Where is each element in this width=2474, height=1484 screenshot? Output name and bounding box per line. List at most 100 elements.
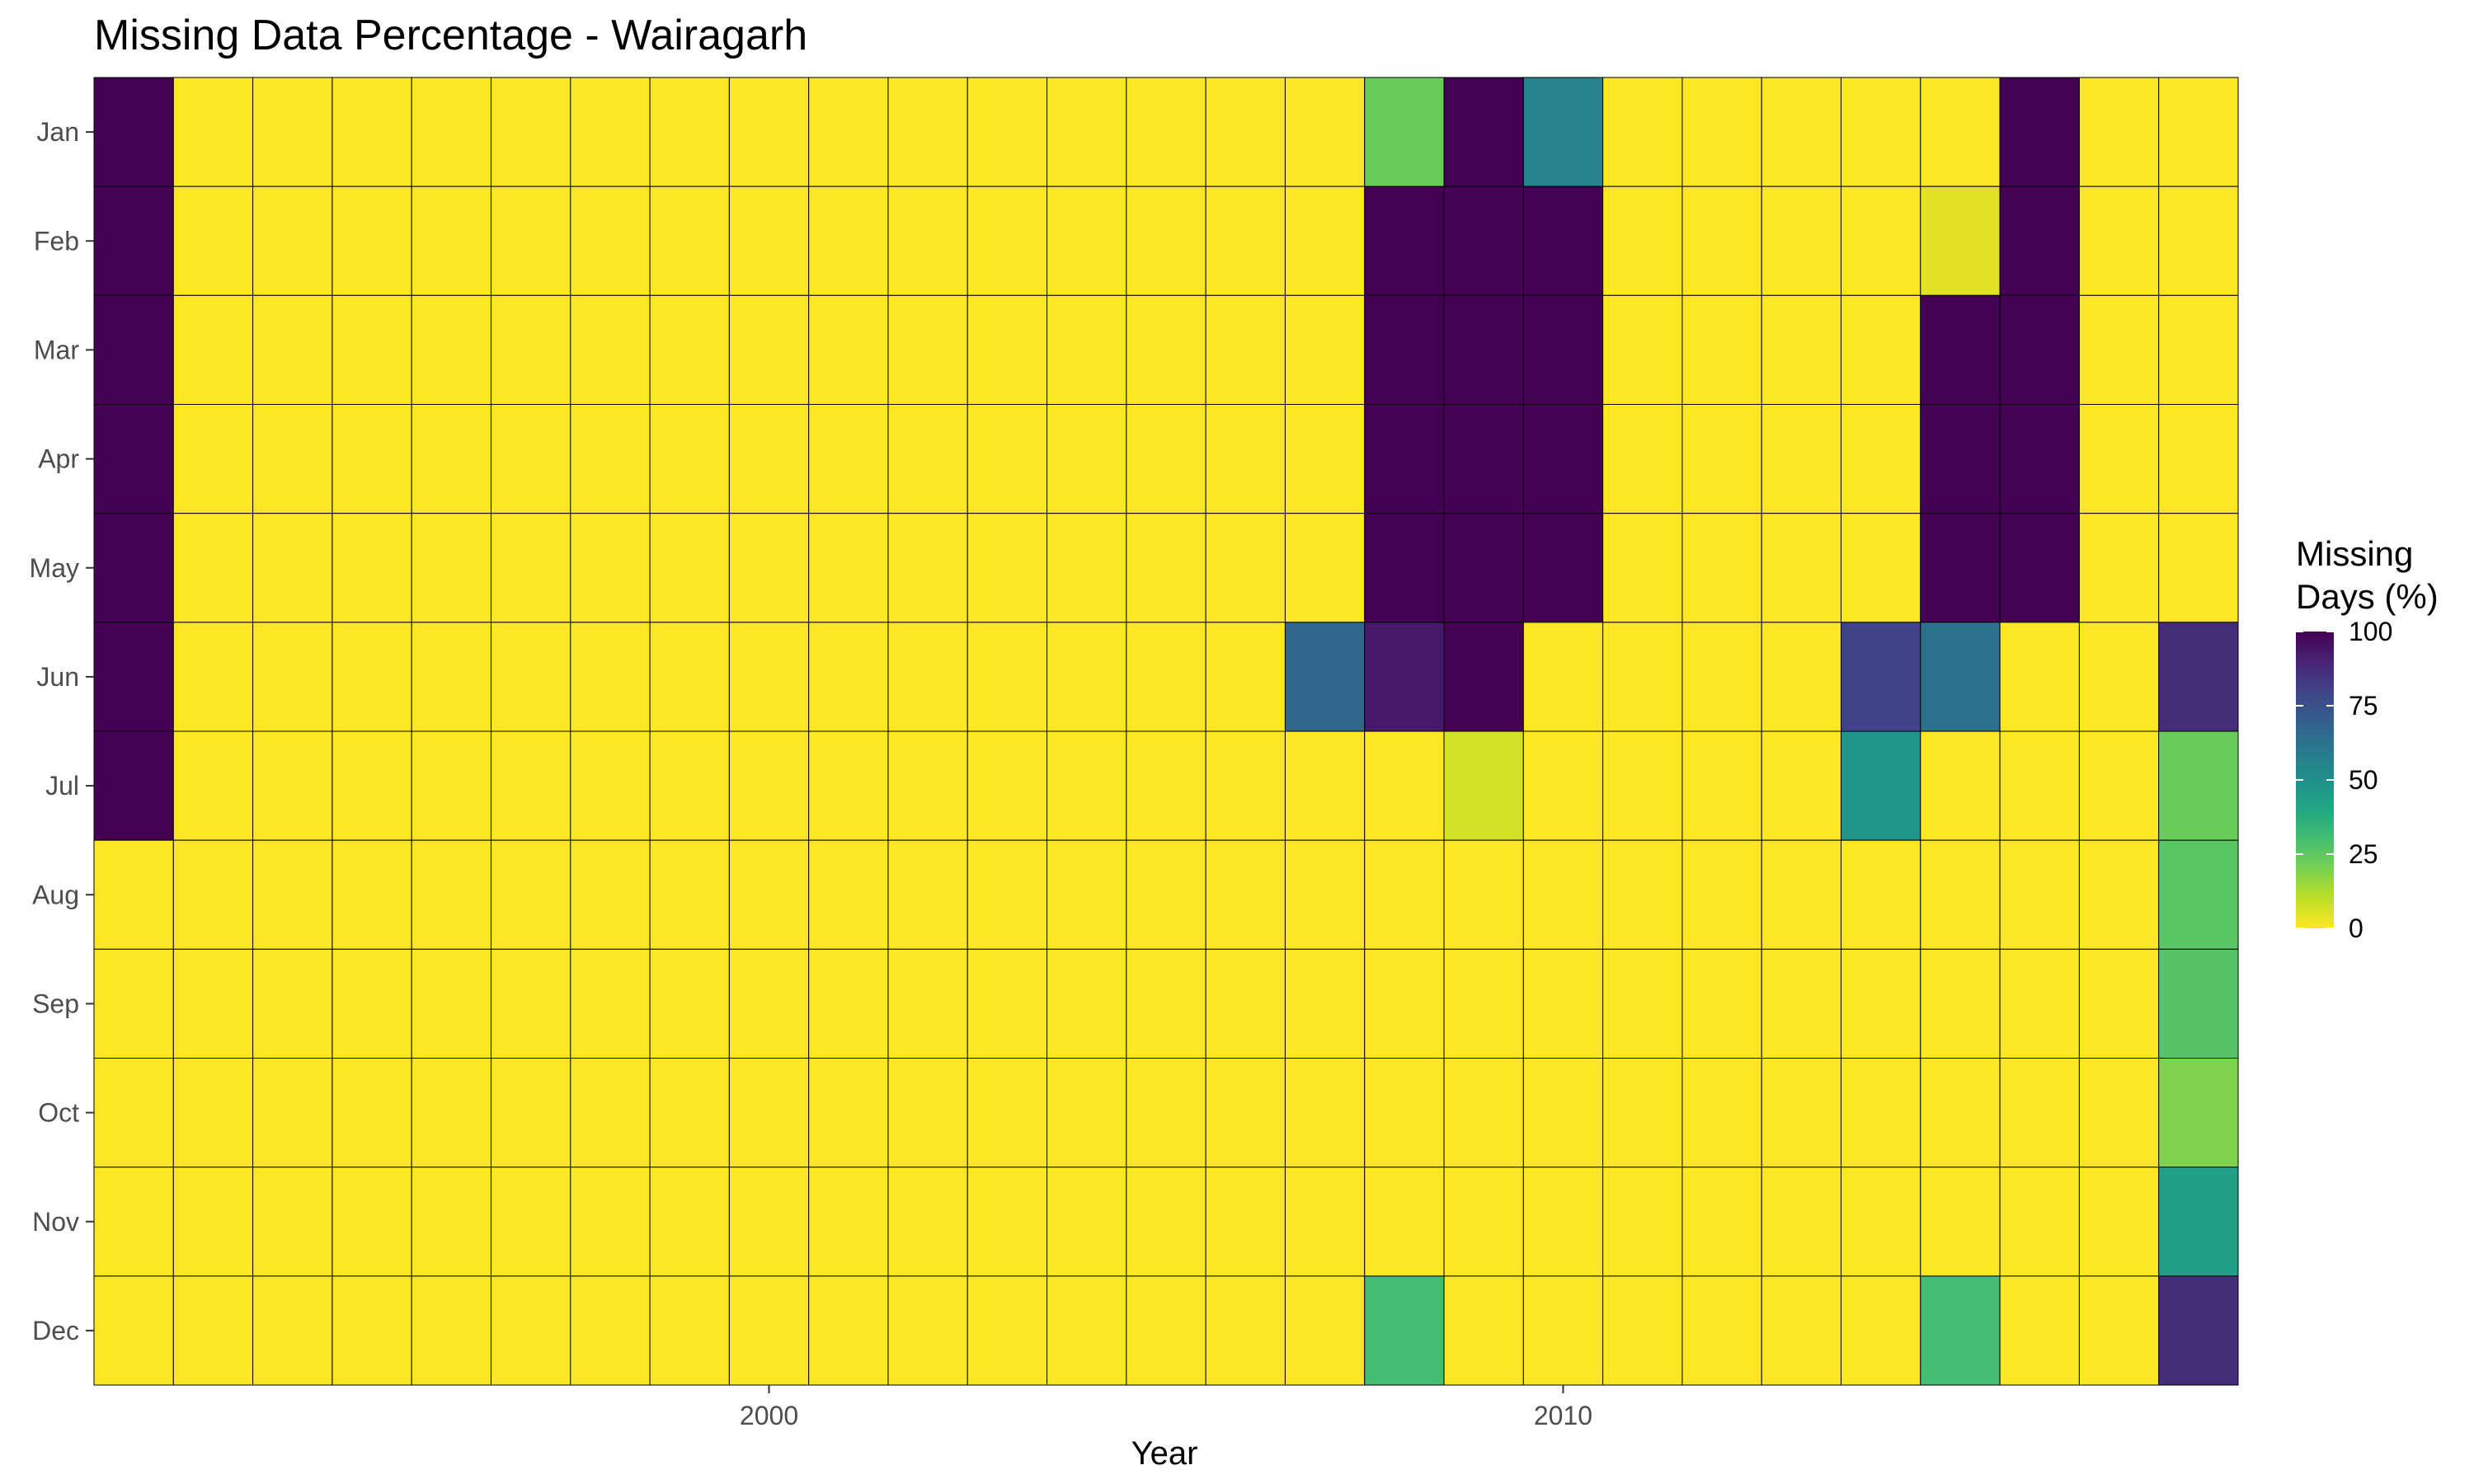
heatmap-cell bbox=[1205, 622, 1286, 732]
heatmap-cell bbox=[93, 1167, 174, 1277]
heatmap-cell bbox=[967, 294, 1048, 405]
heatmap-cell bbox=[1920, 1167, 2001, 1277]
heatmap-cell bbox=[887, 186, 968, 296]
heatmap-cell bbox=[1681, 513, 1762, 623]
heatmap-cell bbox=[649, 622, 730, 732]
heatmap-cell bbox=[252, 948, 333, 1059]
heatmap-cell bbox=[1999, 404, 2080, 514]
heatmap-cell bbox=[1205, 948, 1286, 1059]
heatmap-cell bbox=[1522, 513, 1604, 623]
heatmap-cell bbox=[570, 1058, 651, 1168]
heatmap-cell bbox=[1047, 730, 1127, 841]
heatmap-cell bbox=[2158, 513, 2239, 623]
heatmap-cell bbox=[93, 404, 174, 514]
heatmap-cell bbox=[1522, 77, 1604, 187]
chart-title: Missing Data Percentage - Wairagarh bbox=[94, 12, 807, 59]
heatmap-cell bbox=[1126, 77, 1206, 187]
heatmap-cell bbox=[967, 948, 1048, 1059]
heatmap-cell bbox=[1761, 622, 1842, 732]
heatmap-cell bbox=[1364, 622, 1445, 732]
heatmap-cell bbox=[1047, 186, 1127, 296]
heatmap-cell bbox=[490, 513, 571, 623]
heatmap-cell bbox=[728, 186, 810, 296]
heatmap-cell bbox=[1920, 77, 2001, 187]
heatmap-cell bbox=[2158, 622, 2239, 732]
heatmap-cell bbox=[1205, 513, 1286, 623]
heatmap-cell bbox=[649, 730, 730, 841]
heatmap-cell bbox=[1126, 186, 1206, 296]
heatmap-cell bbox=[1047, 513, 1127, 623]
heatmap-cell bbox=[967, 1058, 1048, 1168]
heatmap-cell bbox=[411, 513, 492, 623]
heatmap-cell bbox=[1999, 1058, 2080, 1168]
heatmap-cell bbox=[172, 948, 254, 1059]
heatmap-cell bbox=[1205, 77, 1286, 187]
heatmap-cell bbox=[1284, 404, 1366, 514]
heatmap-cell bbox=[1522, 1058, 1604, 1168]
heatmap-cell bbox=[1841, 1275, 1921, 1386]
heatmap-cell bbox=[2158, 730, 2239, 841]
heatmap-cell bbox=[967, 1167, 1048, 1277]
y-tick-label: Dec bbox=[32, 1316, 79, 1345]
heatmap-cell bbox=[2078, 1275, 2160, 1386]
heatmap-cell bbox=[808, 948, 889, 1059]
heatmap-cell bbox=[1284, 77, 1366, 187]
heatmap-cell bbox=[332, 1275, 412, 1386]
heatmap-cell bbox=[1126, 948, 1206, 1059]
heatmap-cell bbox=[808, 404, 889, 514]
heatmap-cell bbox=[1443, 1167, 1524, 1277]
heatmap-cell bbox=[172, 1167, 254, 1277]
heatmap-cell bbox=[1761, 1275, 1842, 1386]
heatmap-cell bbox=[570, 948, 651, 1059]
heatmap-cell bbox=[1364, 404, 1445, 514]
heatmap-cell bbox=[887, 622, 968, 732]
heatmap-cell bbox=[1761, 1058, 1842, 1168]
heatmap-cell bbox=[1841, 839, 1921, 950]
heatmap-cell bbox=[172, 513, 254, 623]
heatmap-cell bbox=[1681, 1275, 1762, 1386]
colorbar-tick-label: 100 bbox=[2349, 617, 2392, 646]
heatmap-cell bbox=[649, 1058, 730, 1168]
heatmap-cell bbox=[887, 1058, 968, 1168]
heatmap-cell bbox=[2158, 1275, 2239, 1386]
heatmap-cell bbox=[93, 77, 174, 187]
heatmap-cell bbox=[93, 839, 174, 950]
heatmap-cell bbox=[1364, 948, 1445, 1059]
heatmap-cell bbox=[1761, 730, 1842, 841]
x-tick-label: 2000 bbox=[740, 1401, 798, 1430]
y-tick-label: Jun bbox=[36, 662, 79, 692]
heatmap-cell bbox=[172, 1275, 254, 1386]
heatmap-cell bbox=[490, 294, 571, 405]
heatmap-cell bbox=[332, 294, 412, 405]
heatmap-cell bbox=[1841, 186, 1921, 296]
heatmap-cell bbox=[1047, 948, 1127, 1059]
heatmap-cell bbox=[649, 77, 730, 187]
heatmap-cell bbox=[2158, 404, 2239, 514]
y-tick-label: Nov bbox=[32, 1207, 79, 1237]
heatmap-cell bbox=[1443, 294, 1524, 405]
colorbar-tick-label: 50 bbox=[2349, 765, 2378, 795]
heatmap-cell bbox=[649, 1275, 730, 1386]
heatmap-cell bbox=[252, 186, 333, 296]
heatmap-cell bbox=[808, 513, 889, 623]
heatmap-cell bbox=[1443, 622, 1524, 732]
heatmap-cell bbox=[570, 186, 651, 296]
heatmap-cell bbox=[1920, 513, 2001, 623]
heatmap-cell bbox=[1126, 839, 1206, 950]
heatmap-cell bbox=[1999, 1275, 2080, 1386]
heatmap-cell bbox=[1443, 839, 1524, 950]
heatmap-cell bbox=[1602, 839, 1683, 950]
heatmap-cell bbox=[1364, 839, 1445, 950]
heatmap-cell bbox=[1443, 730, 1524, 841]
heatmap-cell bbox=[967, 730, 1048, 841]
heatmap-cell bbox=[332, 730, 412, 841]
heatmap-cell bbox=[1284, 1058, 1366, 1168]
heatmap-cell bbox=[411, 948, 492, 1059]
heatmap-cell bbox=[1126, 294, 1206, 405]
heatmap-cell bbox=[1126, 1275, 1206, 1386]
legend-title-line: Days (%) bbox=[2296, 577, 2439, 616]
heatmap-cell bbox=[967, 77, 1048, 187]
heatmap-cell bbox=[1443, 186, 1524, 296]
